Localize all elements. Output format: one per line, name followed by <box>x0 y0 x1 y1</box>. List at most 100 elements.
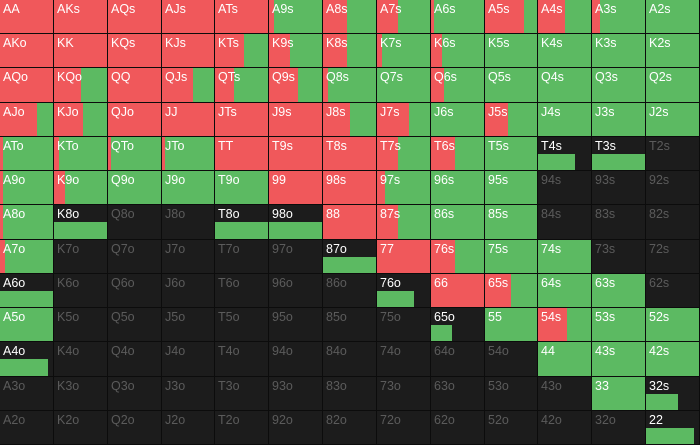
hand-cell-a6s[interactable]: A6s <box>431 0 485 34</box>
hand-cell-k8o[interactable]: K8o <box>54 205 108 240</box>
hand-cell-k6s[interactable]: K6s <box>431 34 485 68</box>
hand-cell-97o[interactable]: 97o <box>269 240 323 274</box>
hand-cell-k3s[interactable]: K3s <box>592 34 646 68</box>
hand-cell-kk[interactable]: KK <box>54 34 108 68</box>
hand-cell-t8o[interactable]: T8o <box>215 205 269 240</box>
hand-cell-86o[interactable]: 86o <box>323 274 377 308</box>
hand-cell-q3s[interactable]: Q3s <box>592 68 646 103</box>
hand-cell-q5o[interactable]: Q5o <box>108 308 162 342</box>
hand-cell-q8s[interactable]: Q8s <box>323 68 377 103</box>
hand-cell-t5o[interactable]: T5o <box>215 308 269 342</box>
hand-cell-j2s[interactable]: J2s <box>646 103 700 137</box>
hand-cell-j6o[interactable]: J6o <box>162 274 215 308</box>
hand-cell-aqo[interactable]: AQo <box>0 68 54 103</box>
hand-cell-52o[interactable]: 52o <box>485 411 538 445</box>
hand-cell-t4s[interactable]: T4s <box>538 137 592 171</box>
hand-cell-72o[interactable]: 72o <box>377 411 431 445</box>
hand-cell-98o[interactable]: 98o <box>269 205 323 240</box>
hand-cell-84s[interactable]: 84s <box>538 205 592 240</box>
hand-cell-82s[interactable]: 82s <box>646 205 700 240</box>
hand-cell-q9s[interactable]: Q9s <box>269 68 323 103</box>
hand-cell-88[interactable]: 88 <box>323 205 377 240</box>
hand-cell-aqs[interactable]: AQs <box>108 0 162 34</box>
hand-cell-76s[interactable]: 76s <box>431 240 485 274</box>
hand-cell-62s[interactable]: 62s <box>646 274 700 308</box>
hand-cell-22[interactable]: 22 <box>646 411 700 445</box>
hand-cell-96o[interactable]: 96o <box>269 274 323 308</box>
hand-cell-j4s[interactable]: J4s <box>538 103 592 137</box>
hand-cell-k2o[interactable]: K2o <box>54 411 108 445</box>
hand-cell-jts[interactable]: JTs <box>215 103 269 137</box>
hand-cell-j9o[interactable]: J9o <box>162 171 215 205</box>
hand-cell-q5s[interactable]: Q5s <box>485 68 538 103</box>
hand-cell-66[interactable]: 66 <box>431 274 485 308</box>
hand-cell-ajo[interactable]: AJo <box>0 103 54 137</box>
hand-cell-95o[interactable]: 95o <box>269 308 323 342</box>
hand-cell-a8o[interactable]: A8o <box>0 205 54 240</box>
hand-cell-kjo[interactable]: KJo <box>54 103 108 137</box>
hand-cell-q2o[interactable]: Q2o <box>108 411 162 445</box>
hand-cell-t7s[interactable]: T7s <box>377 137 431 171</box>
hand-cell-62o[interactable]: 62o <box>431 411 485 445</box>
hand-cell-t6o[interactable]: T6o <box>215 274 269 308</box>
hand-cell-j7o[interactable]: J7o <box>162 240 215 274</box>
hand-cell-85o[interactable]: 85o <box>323 308 377 342</box>
hand-cell-t7o[interactable]: T7o <box>215 240 269 274</box>
hand-cell-j4o[interactable]: J4o <box>162 342 215 377</box>
hand-cell-65s[interactable]: 65s <box>485 274 538 308</box>
hand-cell-86s[interactable]: 86s <box>431 205 485 240</box>
hand-cell-99[interactable]: 99 <box>269 171 323 205</box>
hand-cell-63o[interactable]: 63o <box>431 377 485 411</box>
hand-cell-q4s[interactable]: Q4s <box>538 68 592 103</box>
hand-cell-32o[interactable]: 32o <box>592 411 646 445</box>
hand-cell-44[interactable]: 44 <box>538 342 592 377</box>
hand-cell-t4o[interactable]: T4o <box>215 342 269 377</box>
hand-cell-93o[interactable]: 93o <box>269 377 323 411</box>
hand-cell-94o[interactable]: 94o <box>269 342 323 377</box>
hand-cell-j8s[interactable]: J8s <box>323 103 377 137</box>
hand-cell-j3s[interactable]: J3s <box>592 103 646 137</box>
hand-cell-65o[interactable]: 65o <box>431 308 485 342</box>
hand-cell-63s[interactable]: 63s <box>592 274 646 308</box>
hand-cell-qjo[interactable]: QJo <box>108 103 162 137</box>
hand-cell-84o[interactable]: 84o <box>323 342 377 377</box>
hand-cell-83s[interactable]: 83s <box>592 205 646 240</box>
hand-cell-a2o[interactable]: A2o <box>0 411 54 445</box>
hand-cell-kjs[interactable]: KJs <box>162 34 215 68</box>
hand-cell-52s[interactable]: 52s <box>646 308 700 342</box>
hand-cell-ato[interactable]: ATo <box>0 137 54 171</box>
hand-cell-k8s[interactable]: K8s <box>323 34 377 68</box>
hand-cell-k5o[interactable]: K5o <box>54 308 108 342</box>
hand-cell-77[interactable]: 77 <box>377 240 431 274</box>
hand-cell-qjs[interactable]: QJs <box>162 68 215 103</box>
hand-cell-ako[interactable]: AKo <box>0 34 54 68</box>
hand-cell-96s[interactable]: 96s <box>431 171 485 205</box>
hand-cell-q6s[interactable]: Q6s <box>431 68 485 103</box>
hand-cell-kqs[interactable]: KQs <box>108 34 162 68</box>
hand-cell-a7s[interactable]: A7s <box>377 0 431 34</box>
hand-cell-94s[interactable]: 94s <box>538 171 592 205</box>
hand-cell-k9s[interactable]: K9s <box>269 34 323 68</box>
hand-cell-43s[interactable]: 43s <box>592 342 646 377</box>
hand-cell-a9s[interactable]: A9s <box>269 0 323 34</box>
hand-cell-kqo[interactable]: KQo <box>54 68 108 103</box>
hand-cell-t2o[interactable]: T2o <box>215 411 269 445</box>
hand-cell-j6s[interactable]: J6s <box>431 103 485 137</box>
hand-cell-33[interactable]: 33 <box>592 377 646 411</box>
hand-cell-t3s[interactable]: T3s <box>592 137 646 171</box>
hand-cell-85s[interactable]: 85s <box>485 205 538 240</box>
hand-cell-a7o[interactable]: A7o <box>0 240 54 274</box>
hand-cell-qts[interactable]: QTs <box>215 68 269 103</box>
hand-cell-92o[interactable]: 92o <box>269 411 323 445</box>
hand-cell-75s[interactable]: 75s <box>485 240 538 274</box>
hand-cell-55[interactable]: 55 <box>485 308 538 342</box>
hand-cell-87o[interactable]: 87o <box>323 240 377 274</box>
hand-cell-k7s[interactable]: K7s <box>377 34 431 68</box>
hand-cell-q9o[interactable]: Q9o <box>108 171 162 205</box>
hand-cell-t9s[interactable]: T9s <box>269 137 323 171</box>
hand-cell-j5s[interactable]: J5s <box>485 103 538 137</box>
hand-cell-q3o[interactable]: Q3o <box>108 377 162 411</box>
hand-cell-aa[interactable]: AA <box>0 0 54 34</box>
hand-cell-a3o[interactable]: A3o <box>0 377 54 411</box>
hand-cell-75o[interactable]: 75o <box>377 308 431 342</box>
